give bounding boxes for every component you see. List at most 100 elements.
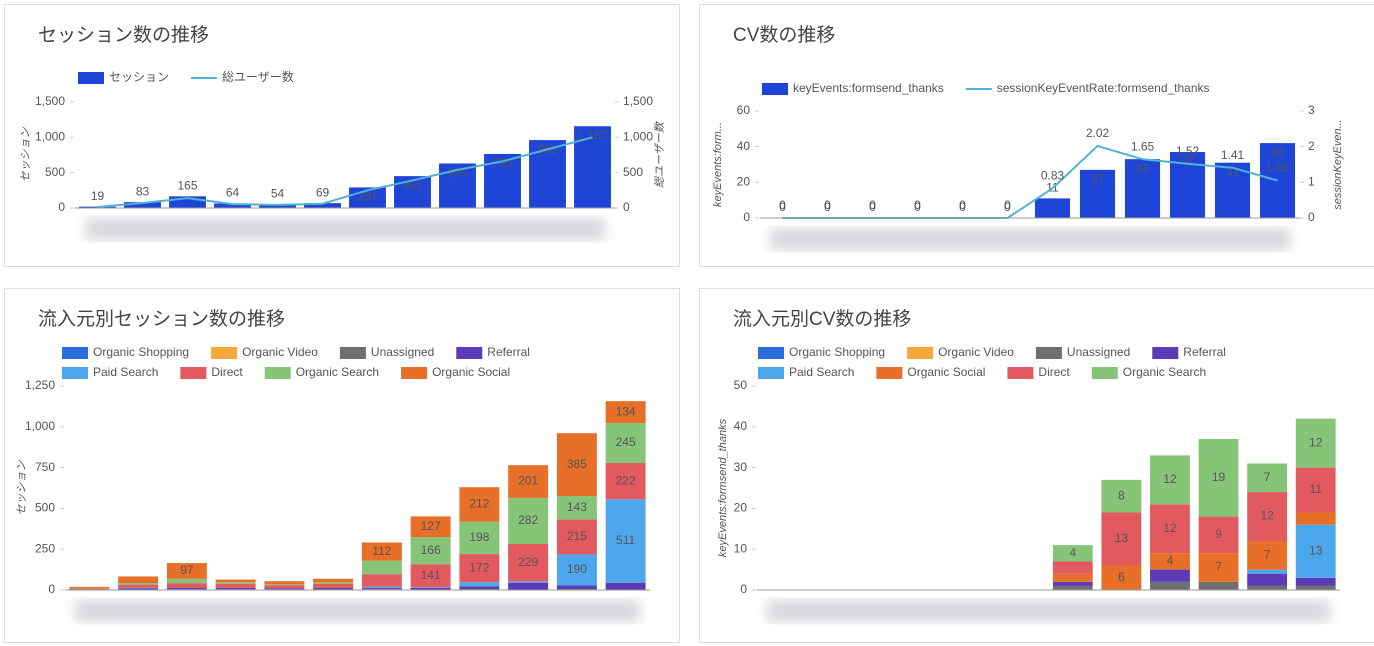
bar-segment <box>118 584 159 588</box>
bar <box>259 204 296 208</box>
legend-label: Organic Search <box>1123 365 1206 379</box>
bar <box>529 140 566 208</box>
bar <box>439 163 476 208</box>
y-tick-label: 0 <box>58 200 65 214</box>
bar-segment <box>1295 418 1336 468</box>
segment-value-label: 13 <box>1115 531 1129 545</box>
line-value-label: 1.65 <box>1131 139 1155 153</box>
segment-value-label: 127 <box>421 519 441 533</box>
legend-label: Organic Search <box>296 365 379 379</box>
bar-value-label: 0 <box>869 200 876 214</box>
legend-swatch <box>1035 347 1062 359</box>
bar-segment <box>410 516 451 538</box>
y2-tick-label: 0 <box>623 200 630 214</box>
bar-value-label: 165 <box>177 179 197 193</box>
bar-segment <box>166 578 207 584</box>
bar-segment <box>1150 553 1190 570</box>
bar-segment <box>508 581 549 583</box>
bar-segment <box>215 583 256 588</box>
bar-segment <box>1101 565 1142 590</box>
line-value-label: 0 <box>824 198 831 212</box>
line-value-label: 0 <box>779 198 786 212</box>
bar-segment <box>556 495 597 520</box>
bar-segment <box>1247 573 1288 586</box>
legend-label: Organic Social <box>907 365 985 379</box>
bar-segment <box>1295 585 1336 590</box>
bar-segment <box>1295 467 1336 513</box>
segment-value-label: 7 <box>1215 560 1222 574</box>
bar-segment <box>166 563 207 579</box>
bar-segment <box>508 582 549 590</box>
bar-segment <box>69 586 110 589</box>
y2-tick-label: 1,000 <box>623 130 653 144</box>
bar-segment <box>1052 545 1093 562</box>
bar-segment <box>118 582 159 585</box>
bar-segment <box>1295 512 1336 525</box>
bar-value-label: 0 <box>914 200 921 214</box>
chart-title: 流入元別CV数の推移 <box>733 308 911 330</box>
bar-segment <box>361 588 402 590</box>
bar-segment <box>264 588 305 590</box>
legend-swatch <box>762 83 788 95</box>
bar <box>1034 198 1071 218</box>
segment-value-label: 222 <box>616 473 636 487</box>
legend-swatch <box>1007 367 1034 379</box>
bar <box>79 206 116 208</box>
bar-value-label: 0 <box>1004 200 1011 214</box>
line-value-label: 0.83 <box>1041 169 1065 183</box>
legend-swatch <box>264 367 291 379</box>
bar-segment <box>1052 585 1093 590</box>
segment-value-label: 141 <box>421 568 441 582</box>
bar-segment <box>410 587 451 590</box>
bar-value-label: 42 <box>1271 145 1285 159</box>
bar-segment <box>361 560 402 575</box>
bar-segment <box>459 586 500 590</box>
y2-tick-label: 3 <box>1308 103 1315 117</box>
bar-value-label: 0 <box>779 200 786 214</box>
bar-segment <box>361 542 402 561</box>
bar-segment <box>605 582 646 590</box>
bar-segment <box>556 554 597 586</box>
legend-swatch <box>876 367 903 379</box>
bar-segment <box>508 543 549 582</box>
segment-value-label: 229 <box>518 555 538 569</box>
legend-label: sessionKeyEventRate:formsend_thanks <box>997 81 1210 95</box>
segment-value-label: 212 <box>469 497 489 511</box>
line-value-label: 1.41 <box>1221 148 1245 162</box>
bar-segment <box>605 401 646 424</box>
segment-value-label: 97 <box>180 563 194 577</box>
legend-label: Referral <box>487 345 530 359</box>
segment-value-label: 134 <box>616 404 636 418</box>
bar-segment <box>1198 439 1239 517</box>
bar-segment <box>556 589 597 590</box>
bar-segment <box>605 463 646 500</box>
bar-segment <box>313 583 354 589</box>
y2-axis-title: sessionKeyEven... <box>1332 119 1344 210</box>
segment-value-label: 12 <box>1163 472 1177 486</box>
bar-value-label: 64 <box>226 186 240 200</box>
legend-swatch <box>758 367 784 379</box>
bar-segment <box>1247 492 1288 542</box>
bar-segment <box>1101 512 1142 566</box>
y-tick-label: 500 <box>35 501 55 515</box>
bar-segment <box>361 586 402 589</box>
y-tick-label: 250 <box>35 541 55 555</box>
bar-segment <box>556 585 597 590</box>
legend-swatch <box>456 347 483 359</box>
segment-value-label: 511 <box>616 533 635 547</box>
y-tick-label: 0 <box>48 582 55 596</box>
bar-segment <box>508 497 549 544</box>
bar-segment <box>313 578 354 583</box>
legend-label: Organic Shopping <box>789 345 885 359</box>
legend-swatch <box>339 347 366 359</box>
legend-swatch <box>401 367 428 379</box>
legend-label: Direct <box>211 365 243 379</box>
y-tick-label: 0 <box>740 582 747 596</box>
bar-segment <box>215 579 256 583</box>
bar-segment <box>1247 585 1288 590</box>
bar-segment <box>1052 561 1093 574</box>
bar-segment <box>313 588 354 590</box>
legend-swatch <box>62 367 88 379</box>
bar-segment <box>1198 516 1239 554</box>
bar-segment <box>459 554 500 583</box>
